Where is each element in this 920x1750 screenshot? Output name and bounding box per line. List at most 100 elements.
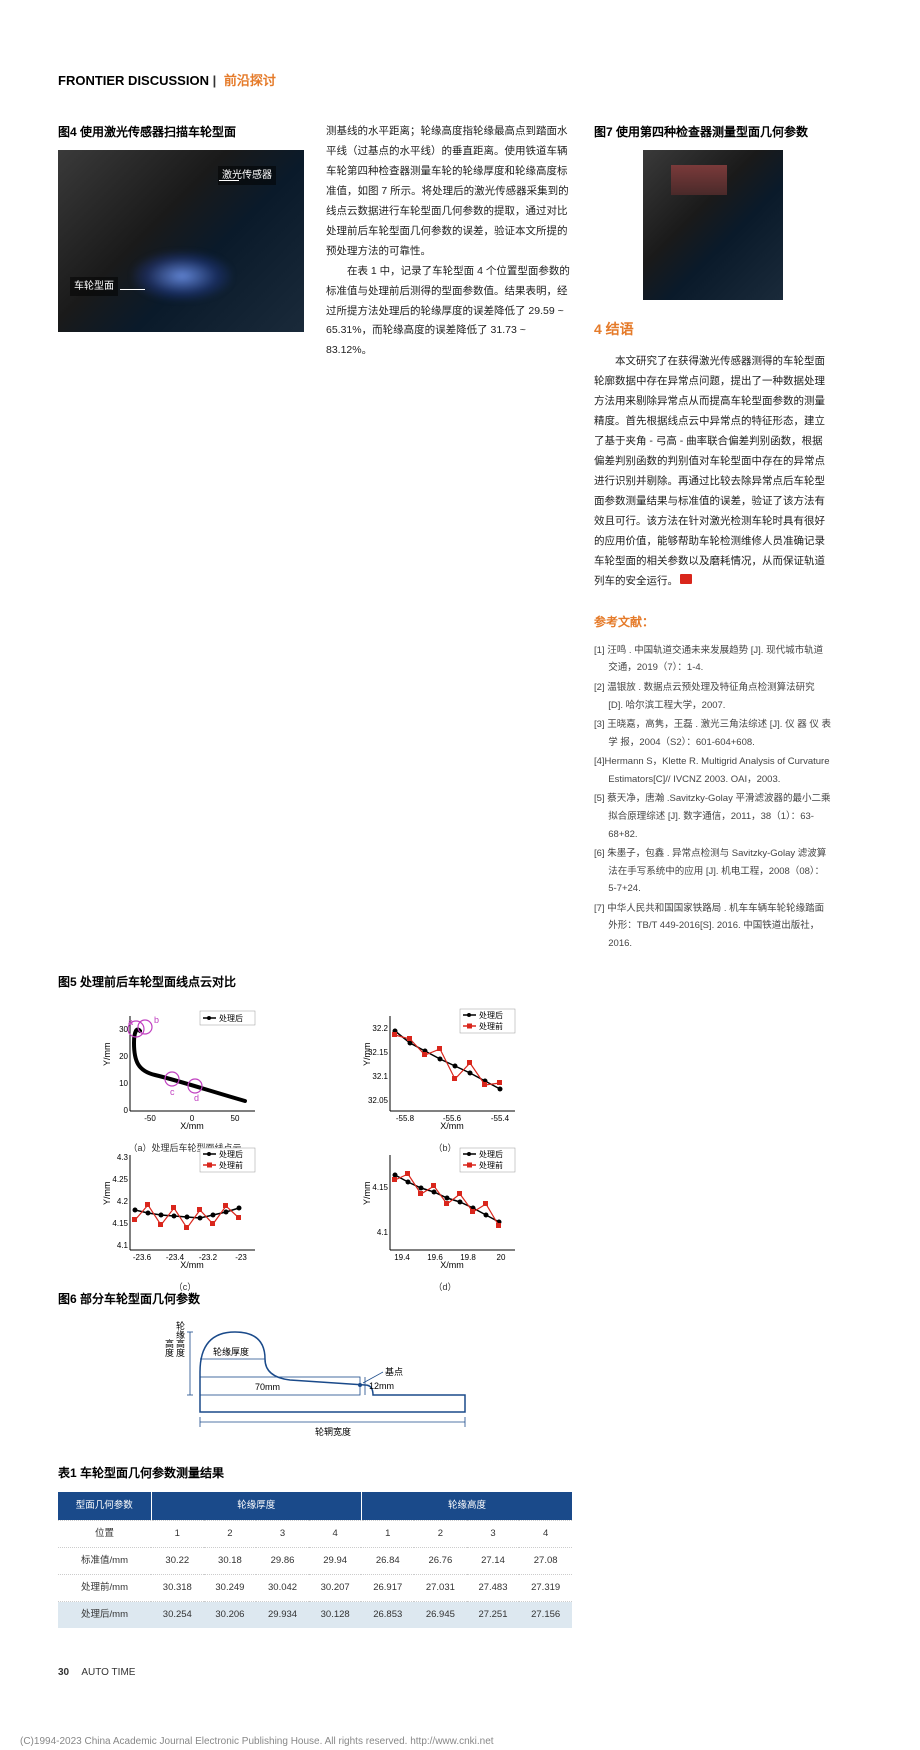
header-english: FRONTIER DISCUSSION (58, 73, 209, 88)
svg-text:12mm: 12mm (369, 1381, 394, 1391)
ref-item: [3] 王晓嘉，高隽，王磊 . 激光三角法综述 [J]. 仪 器 仪 表 学 报… (594, 716, 832, 751)
svg-text:d: d (194, 1093, 199, 1103)
svg-text:-55.6: -55.6 (443, 1114, 462, 1123)
svg-text:0: 0 (124, 1106, 129, 1115)
row-after: 处理后/mm 30.25430.20629.93430.128 26.85326… (58, 1602, 572, 1629)
label-wheel-surface: 车轮型面 (70, 277, 118, 296)
svg-text:20: 20 (497, 1253, 506, 1262)
row-standard: 标准值/mm 30.2230.1829.8629.94 26.8426.7627… (58, 1547, 572, 1574)
svg-text:a: a (128, 1017, 133, 1027)
copyright-line: (C)1994-2023 China Academic Journal Elec… (0, 1733, 920, 1750)
svg-text:20: 20 (119, 1052, 128, 1061)
svg-text:高度: 高度 (164, 1338, 174, 1358)
conclusion-text-inner: 本文研究了在获得激光传感器测得的车轮型面轮廓数据中存在异常点问题，提出了一种数据… (594, 355, 825, 586)
right-column: 图7 使用第四种检查器测量型面几何参数 4 结语 本文研究了在获得激光传感器测得… (594, 122, 832, 954)
row-before: 处理前/mm 30.31830.24930.04230.207 26.91727… (58, 1575, 572, 1602)
fig5-chart-c: Y/mm X/mm 4.1 4.15 4.2 4.25 4.3 -23.6 -2… (58, 1140, 312, 1275)
end-icon (680, 574, 692, 584)
fig5-chart-a: Y/mm X/mm 0 10 20 30 -50 0 50 a b c (58, 1001, 312, 1136)
ref-item: [5] 蔡天净，唐瀚 .Savitzky-Golay 平滑滤波器的最小二乘拟合原… (594, 790, 832, 843)
svg-text:4.1: 4.1 (377, 1228, 389, 1237)
ref-item: [7] 中华人民共和国国家铁路局 . 机车车辆车轮轮缘踏面外形：TB/T 449… (594, 900, 832, 953)
svg-text:19.6: 19.6 (427, 1253, 443, 1262)
page-footer: 30 AUTO TIME (58, 1664, 862, 1681)
fig4-title: 图4 使用激光传感器扫描车轮型面 (58, 122, 304, 142)
table1-table: 型面几何参数 轮缘厚度 轮缘高度 位置 1234 1234 标准值/mm 30.… (58, 1492, 572, 1629)
svg-text:处理后: 处理后 (479, 1149, 503, 1159)
svg-text:b: b (154, 1015, 159, 1025)
fig6-diagram: 轮缘高度 高度 轮缘厚度 70mm 12mm 基点 轮辋宽度 (58, 1317, 572, 1447)
svg-text:基点: 基点 (385, 1366, 403, 1377)
svg-text:50: 50 (231, 1114, 240, 1123)
mid-paragraph-1: 测基线的水平距离；轮缘高度指轮缘最高点到踏面水平线（过基点的水平线）的垂直距离。… (326, 122, 572, 262)
svg-text:处理前: 处理前 (479, 1021, 503, 1031)
svg-text:Y/mm: Y/mm (102, 1181, 112, 1205)
svg-text:32.2: 32.2 (372, 1024, 388, 1033)
page-number: 30 (58, 1667, 69, 1678)
th-height: 轮缘高度 (361, 1492, 572, 1521)
three-column-layout: 图4 使用激光传感器扫描车轮型面 激光传感器 车轮型面 测基线的水平距离；轮缘高… (58, 122, 862, 954)
fig5-chart-b: Y/mm X/mm 32.05 32.1 32.15 32.2 -55.8 -5… (318, 1001, 572, 1136)
svg-text:c: c (170, 1087, 175, 1097)
row-position: 位置 1234 1234 (58, 1520, 572, 1547)
svg-text:轮缘厚度: 轮缘厚度 (213, 1346, 249, 1357)
conclusion-heading: 4 结语 (594, 318, 832, 342)
svg-text:4.25: 4.25 (112, 1175, 128, 1184)
magazine-name: AUTO TIME (81, 1667, 135, 1678)
svg-text:轮辋宽度: 轮辋宽度 (315, 1426, 351, 1437)
table1-title: 表1 车轮型面几何参数测量结果 (58, 1463, 572, 1483)
fig4-photo: 激光传感器 车轮型面 (58, 150, 304, 332)
svg-text:4.15: 4.15 (112, 1219, 128, 1228)
chart-c-svg: Y/mm X/mm 4.1 4.15 4.2 4.25 4.3 -23.6 -2… (58, 1140, 312, 1275)
svg-text:-23.2: -23.2 (199, 1253, 218, 1262)
svg-text:19.4: 19.4 (394, 1253, 410, 1262)
svg-text:-55.4: -55.4 (491, 1114, 510, 1123)
conclusion-text: 本文研究了在获得激光传感器测得的车轮型面轮廓数据中存在异常点问题，提出了一种数据… (594, 352, 832, 591)
svg-text:-23.6: -23.6 (133, 1253, 152, 1262)
svg-text:Y/mm: Y/mm (102, 1042, 112, 1066)
references-list: [1] 汪鸣 . 中国轨道交通未来发展趋势 [J]. 现代城市轨道交通，2019… (594, 642, 832, 953)
svg-text:4.1: 4.1 (117, 1241, 129, 1250)
two-column-span: 图5 处理前后车轮型面线点云对比 Y/mm X/mm 0 10 20 30 -5… (58, 972, 572, 1628)
fig6-svg: 轮缘高度 高度 轮缘厚度 70mm 12mm 基点 轮辋宽度 (58, 1317, 572, 1447)
left-column: 图4 使用激光传感器扫描车轮型面 激光传感器 车轮型面 (58, 122, 304, 954)
fig5-row-2: Y/mm X/mm 4.1 4.15 4.2 4.25 4.3 -23.6 -2… (58, 1140, 572, 1275)
chart-a-svg: Y/mm X/mm 0 10 20 30 -50 0 50 a b c (58, 1001, 312, 1136)
svg-text:0: 0 (190, 1114, 195, 1123)
fig7-title: 图7 使用第四种检查器测量型面几何参数 (594, 122, 832, 142)
fig5-title: 图5 处理前后车轮型面线点云对比 (58, 972, 572, 992)
svg-text:32.1: 32.1 (372, 1072, 388, 1081)
photo-red-block (671, 165, 727, 195)
chart-d-svg: Y/mm X/mm 4.1 4.15 19.4 19.6 19.8 20 (318, 1140, 572, 1275)
th-param: 型面几何参数 (58, 1492, 151, 1521)
ref-item: [6] 朱墨子，包鑫 . 异常点检测与 Savitzky-Golay 滤波算法在… (594, 845, 832, 898)
label-laser-sensor: 激光传感器 (218, 166, 276, 185)
svg-text:处理后: 处理后 (479, 1010, 503, 1020)
svg-text:Y/mm: Y/mm (362, 1181, 372, 1205)
fig5-row-1: Y/mm X/mm 0 10 20 30 -50 0 50 a b c (58, 1001, 572, 1136)
journal-section-header: FRONTIER DISCUSSION | 前沿探讨 (58, 70, 862, 92)
fig5-c-sublabel: （c） (58, 1280, 312, 1295)
svg-text:32.15: 32.15 (368, 1048, 389, 1057)
svg-text:32.05: 32.05 (368, 1096, 389, 1105)
fig5-chart-d: Y/mm X/mm 4.1 4.15 19.4 19.6 19.8 20 (318, 1140, 572, 1275)
th-thickness: 轮缘厚度 (151, 1492, 361, 1521)
chart-b-svg: Y/mm X/mm 32.05 32.1 32.15 32.2 -55.8 -5… (318, 1001, 572, 1136)
svg-text:轮缘高度: 轮缘高度 (175, 1320, 185, 1358)
svg-text:处理前: 处理前 (479, 1160, 503, 1170)
page: FRONTIER DISCUSSION | 前沿探讨 图4 使用激光传感器扫描车… (0, 0, 920, 1711)
svg-text:-23: -23 (235, 1253, 247, 1262)
svg-text:处理后: 处理后 (219, 1013, 243, 1023)
ref-item: [1] 汪鸣 . 中国轨道交通未来发展趋势 [J]. 现代城市轨道交通，2019… (594, 642, 832, 677)
svg-text:4.3: 4.3 (117, 1153, 129, 1162)
callout-line-2 (120, 289, 145, 290)
svg-text:19.8: 19.8 (460, 1253, 476, 1262)
laser-glow (132, 251, 232, 301)
fig5-d-sublabel: （d） (318, 1280, 572, 1295)
svg-text:4.2: 4.2 (117, 1197, 129, 1206)
mid-paragraph-2: 在表 1 中，记录了车轮型面 4 个位置型面参数的标准值与处理前后测得的型面参数… (326, 262, 572, 362)
callout-line-1 (219, 180, 239, 181)
svg-text:处理前: 处理前 (219, 1160, 243, 1170)
svg-text:-50: -50 (144, 1114, 156, 1123)
fig7-photo (643, 150, 783, 300)
